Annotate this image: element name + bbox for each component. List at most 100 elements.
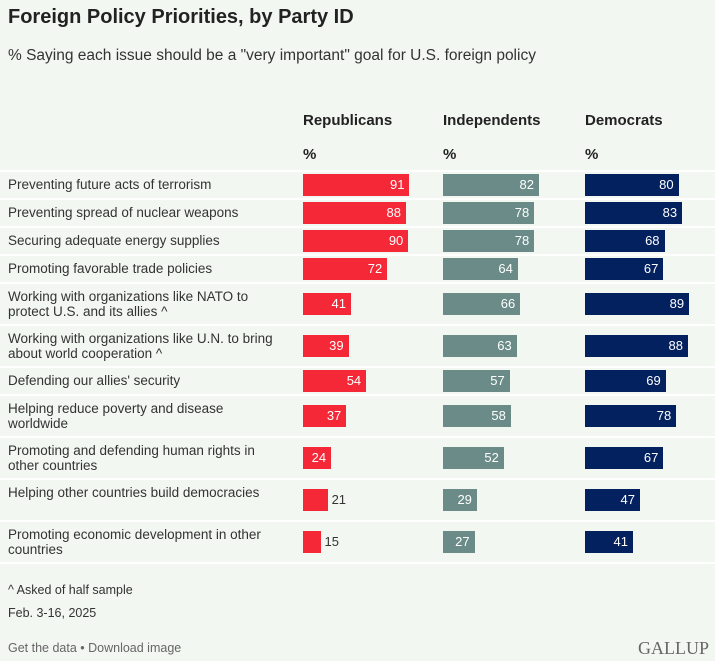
bar-democrats bbox=[585, 370, 666, 392]
column-header-democrats: Democrats bbox=[585, 112, 663, 129]
table-row: Promoting favorable trade policies 72 64 67 bbox=[0, 254, 715, 284]
bar-independents bbox=[443, 370, 510, 392]
table-row: Helping other countries build democracie… bbox=[0, 478, 715, 522]
data-label: 24 bbox=[311, 450, 327, 465]
data-label: 41 bbox=[613, 534, 628, 549]
data-label: 37 bbox=[326, 408, 342, 423]
data-label: 69 bbox=[646, 373, 661, 388]
data-label: 41 bbox=[331, 296, 346, 311]
category-label: Working with organizations like U.N. to … bbox=[8, 331, 273, 361]
bar-republicans bbox=[303, 531, 321, 553]
table-row: Securing adequate energy supplies 90 78 68 bbox=[0, 226, 715, 256]
data-label: 88 bbox=[668, 338, 683, 353]
table-row: Working with organizations like U.N. to … bbox=[0, 324, 715, 368]
data-label: 57 bbox=[490, 373, 505, 388]
data-label: 54 bbox=[346, 373, 362, 388]
bar-independents bbox=[443, 447, 504, 469]
data-label: 64 bbox=[498, 261, 513, 276]
column-unit: % bbox=[303, 146, 317, 163]
data-label: 78 bbox=[514, 233, 530, 248]
data-links[interactable]: Get the data • Download image bbox=[8, 641, 182, 655]
data-label: 66 bbox=[500, 296, 516, 311]
column-unit: % bbox=[585, 146, 599, 163]
bar-republicans bbox=[303, 405, 347, 427]
category-label: Preventing spread of nuclear weapons bbox=[8, 205, 239, 220]
bar-democrats bbox=[585, 335, 688, 357]
category-label: Promoting and defending human rights in … bbox=[8, 443, 255, 473]
divider bbox=[0, 562, 715, 564]
bar-independents bbox=[443, 174, 539, 196]
gallup-logo: GALLUP bbox=[638, 638, 709, 658]
data-label: 63 bbox=[497, 338, 512, 353]
bar-republicans bbox=[303, 489, 328, 511]
category-label: Helping reduce poverty and disease world… bbox=[8, 401, 224, 431]
category-label: Working with organizations like NATO to … bbox=[8, 289, 249, 319]
data-label: 78 bbox=[656, 408, 672, 423]
data-label: 27 bbox=[455, 534, 470, 549]
table-row: Promoting economic development in other … bbox=[0, 520, 715, 564]
data-label: 15 bbox=[324, 534, 340, 549]
bar-republicans bbox=[303, 293, 351, 315]
data-label: 47 bbox=[620, 492, 635, 507]
bar-democrats bbox=[585, 405, 677, 427]
table-row: Preventing spread of nuclear weapons 88 78… bbox=[0, 198, 715, 228]
category-label: Helping other countries build democracie… bbox=[8, 485, 260, 500]
data-label: 83 bbox=[662, 205, 678, 220]
category-label: Preventing future acts of terrorism bbox=[8, 177, 212, 192]
bar-republicans bbox=[303, 335, 349, 357]
bar-independents bbox=[443, 230, 535, 252]
data-label: 21 bbox=[331, 492, 347, 507]
bar-republicans bbox=[303, 202, 406, 224]
data-label: 80 bbox=[659, 177, 674, 192]
bar-democrats bbox=[585, 258, 664, 280]
table-row: Working with organizations like NATO to … bbox=[0, 282, 715, 326]
bar-democrats bbox=[585, 489, 640, 511]
data-label: 89 bbox=[669, 296, 685, 311]
data-label: 72 bbox=[367, 261, 383, 276]
data-label: 67 bbox=[643, 450, 659, 465]
bar-democrats bbox=[585, 174, 679, 196]
bar-independents bbox=[443, 489, 477, 511]
column-header-republicans: Republicans bbox=[303, 112, 393, 129]
data-label: 78 bbox=[514, 205, 530, 220]
column-unit: % bbox=[443, 146, 457, 163]
table-row: Promoting and defending human rights in … bbox=[0, 436, 715, 480]
data-label: 52 bbox=[484, 450, 499, 465]
category-label: Securing adequate energy supplies bbox=[8, 233, 220, 248]
data-label: 39 bbox=[329, 338, 344, 353]
bar-independents bbox=[443, 202, 535, 224]
bar-democrats bbox=[585, 447, 664, 469]
data-label: 88 bbox=[386, 205, 401, 220]
table-row: Preventing future acts of terrorism 91 82 8… bbox=[0, 170, 715, 200]
survey-dates: Feb. 3-16, 2025 bbox=[8, 606, 97, 620]
bar-democrats bbox=[585, 293, 690, 315]
chart-title: Foreign Policy Priorities, by Party ID bbox=[8, 6, 354, 28]
column-header-independents: Independents bbox=[443, 112, 541, 129]
category-label: Defending our allies' security bbox=[8, 373, 181, 388]
bar-independents bbox=[443, 531, 475, 553]
data-label: 91 bbox=[390, 177, 405, 192]
bar-independents bbox=[443, 405, 511, 427]
category-label: Promoting favorable trade policies bbox=[8, 261, 213, 276]
bar-democrats bbox=[585, 202, 683, 224]
bar-democrats bbox=[585, 531, 633, 553]
data-label: 67 bbox=[643, 261, 659, 276]
bar-independents bbox=[443, 293, 521, 315]
bar-independents bbox=[443, 258, 518, 280]
chart-subtitle: % Saying each issue should be a "very im… bbox=[8, 47, 536, 64]
table-row: Defending our allies' security 54 57 69 bbox=[0, 366, 715, 396]
bar-republicans bbox=[303, 258, 388, 280]
data-label: 68 bbox=[645, 233, 660, 248]
bar-republicans bbox=[303, 230, 409, 252]
footnote: ^ Asked of half sample bbox=[8, 583, 133, 597]
bar-republicans bbox=[303, 447, 332, 469]
data-label: 90 bbox=[388, 233, 404, 248]
bar-independents bbox=[443, 335, 517, 357]
table-row: Helping reduce poverty and disease world… bbox=[0, 394, 715, 438]
bar-democrats bbox=[585, 230, 665, 252]
bar-republicans bbox=[303, 370, 367, 392]
data-label: 58 bbox=[491, 408, 506, 423]
category-label: Promoting economic development in other … bbox=[8, 527, 261, 557]
data-label: 82 bbox=[519, 177, 534, 192]
